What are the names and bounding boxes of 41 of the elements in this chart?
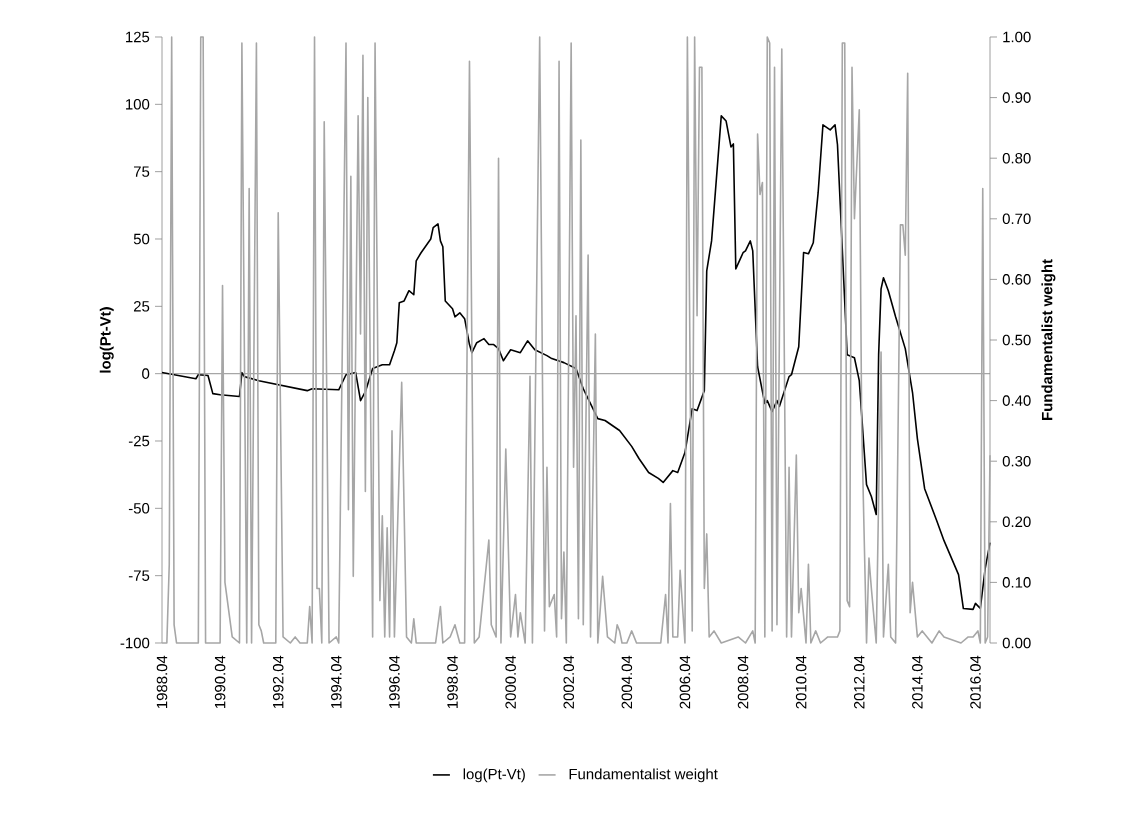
y-tick-label: -75 <box>128 570 150 581</box>
y-tick-label: 75 <box>133 166 150 177</box>
y-tick-label: 25 <box>133 301 150 312</box>
y2-tick-label: 0.90 <box>1002 92 1031 103</box>
x-tick-label: 1990.04 <box>214 655 226 709</box>
y2-tick-label: 1.00 <box>1003 31 1031 43</box>
line-series <box>161 115 991 611</box>
y2-tick-label: 0.60 <box>1002 274 1031 285</box>
legend-label: log(Pt-Vt) <box>463 768 525 783</box>
x-tick-label: 2012.04 <box>853 655 865 709</box>
y-tick-label: -100 <box>120 637 150 649</box>
y-tick-label: 125 <box>126 31 150 43</box>
x-tick-label: 1988.04 <box>156 655 168 709</box>
x-tick-label: 2016.04 <box>970 655 981 709</box>
legend-label: Fundamentalist weight <box>569 768 718 783</box>
y2-tick-label: 0.20 <box>1002 516 1031 528</box>
x-tick-label: 1998.04 <box>447 655 458 709</box>
x-tick-label: 2004.04 <box>621 655 633 709</box>
y-tick-label: 0 <box>142 368 150 379</box>
y2-tick-label: 0.30 <box>1002 455 1031 467</box>
x-tick-label: 2000.04 <box>505 655 516 709</box>
x-tick-label: 1994.04 <box>331 655 342 709</box>
y2-tick-label: 0.40 <box>1002 395 1031 406</box>
x-tick-label: 2014.04 <box>912 655 923 709</box>
y2-tick-label: 0.00 <box>1002 637 1031 649</box>
y2-tick-label: 0.80 <box>1002 152 1031 164</box>
y2-tick-label: 0.50 <box>1002 334 1031 346</box>
x-tick-label: 2008.04 <box>737 655 749 709</box>
x-tick-label: 2002.04 <box>563 655 575 709</box>
y2-axis-title: Fundamentalist weight <box>1041 259 1056 420</box>
y-axis-title: log(Pt-Vt) <box>99 307 114 373</box>
y2-tick-label: 0.10 <box>1002 577 1031 588</box>
x-tick-label: 1996.04 <box>389 655 400 709</box>
x-tick-label: 2010.04 <box>795 655 807 709</box>
y-tick-label: -25 <box>128 435 150 447</box>
y-tick-label: 50 <box>133 233 150 245</box>
y-tick-label: -50 <box>128 503 150 514</box>
y2-tick-label: 0.70 <box>1002 213 1031 225</box>
y-tick-label: 100 <box>126 99 150 110</box>
x-tick-label: 1992.04 <box>272 655 284 709</box>
x-tick-label: 2006.04 <box>679 655 691 709</box>
